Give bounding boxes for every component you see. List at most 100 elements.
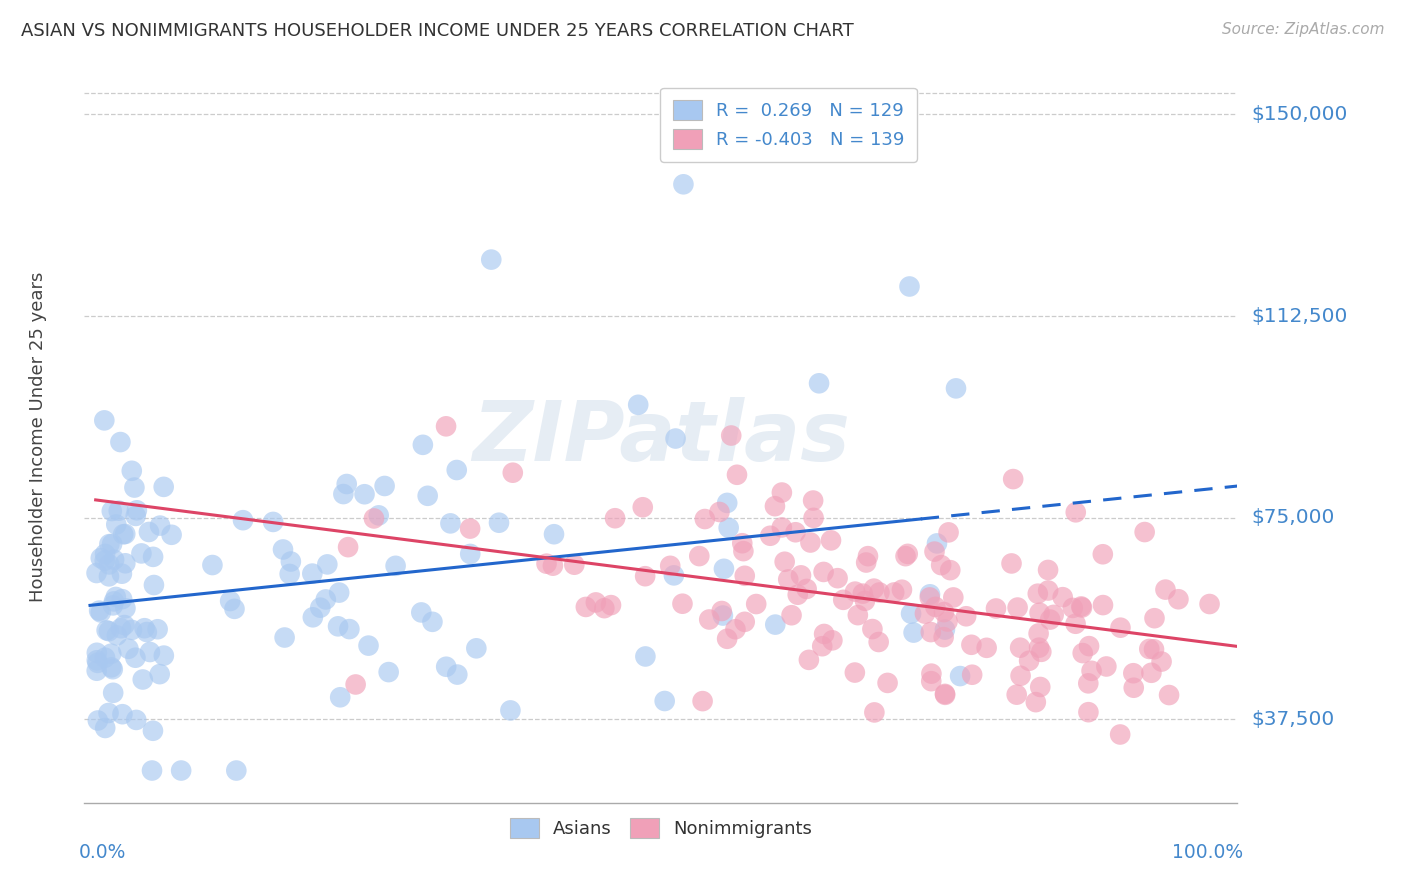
Point	[131, 546, 153, 560]
Point	[724, 622, 747, 636]
Point	[938, 525, 960, 540]
Point	[141, 764, 163, 778]
Point	[634, 569, 657, 583]
Point	[945, 381, 967, 395]
Point	[939, 563, 962, 577]
Point	[1157, 688, 1180, 702]
Point	[925, 536, 948, 550]
Point	[654, 694, 676, 708]
Point	[111, 592, 134, 607]
Point	[1077, 676, 1099, 690]
Point	[1025, 695, 1047, 709]
Point	[731, 536, 754, 550]
Point	[412, 438, 434, 452]
Point	[1070, 599, 1092, 614]
Point	[103, 594, 125, 608]
Point	[1137, 642, 1160, 657]
Point	[717, 521, 740, 535]
Text: 100.0%: 100.0%	[1173, 843, 1243, 862]
Point	[827, 571, 849, 585]
Point	[134, 621, 156, 635]
Point	[502, 466, 524, 480]
Point	[149, 667, 172, 681]
Point	[932, 605, 955, 619]
Point	[1122, 681, 1144, 695]
Point	[329, 690, 352, 705]
Point	[852, 586, 875, 600]
Point	[87, 714, 110, 728]
Text: Source: ZipAtlas.com: Source: ZipAtlas.com	[1222, 22, 1385, 37]
Point	[1133, 524, 1156, 539]
Point	[631, 500, 654, 515]
Point	[278, 566, 301, 581]
Point	[101, 537, 124, 551]
Point	[89, 604, 111, 618]
Point	[1091, 547, 1114, 561]
Point	[458, 522, 481, 536]
Point	[820, 533, 842, 548]
Point	[1071, 646, 1094, 660]
Point	[97, 624, 120, 639]
Point	[763, 499, 786, 513]
Point	[117, 641, 139, 656]
Point	[446, 463, 468, 477]
Point	[273, 631, 295, 645]
Point	[960, 638, 983, 652]
Point	[894, 549, 917, 563]
Point	[796, 582, 818, 596]
Point	[897, 547, 920, 561]
Point	[1005, 688, 1028, 702]
Point	[86, 566, 108, 580]
Text: ZIPatlas: ZIPatlas	[472, 397, 849, 477]
Point	[808, 376, 831, 391]
Point	[1028, 640, 1050, 655]
Point	[96, 624, 118, 638]
Point	[86, 656, 108, 670]
Point	[232, 513, 254, 527]
Point	[949, 669, 972, 683]
Point	[411, 606, 433, 620]
Point	[846, 608, 869, 623]
Point	[562, 558, 585, 572]
Point	[100, 647, 122, 661]
Point	[575, 599, 598, 614]
Point	[326, 619, 349, 633]
Point	[659, 558, 682, 573]
Point	[160, 528, 183, 542]
Point	[876, 676, 898, 690]
Point	[773, 555, 796, 569]
Point	[868, 585, 890, 599]
Point	[142, 549, 165, 564]
Point	[104, 590, 127, 604]
Point	[734, 569, 756, 583]
Point	[328, 585, 350, 599]
Point	[1010, 669, 1032, 683]
Point	[1064, 616, 1087, 631]
Point	[898, 279, 921, 293]
Text: ASIAN VS NONIMMIGRANTS HOUSEHOLDER INCOME UNDER 25 YEARS CORRELATION CHART: ASIAN VS NONIMMIGRANTS HOUSEHOLDER INCOM…	[21, 22, 853, 40]
Point	[416, 489, 439, 503]
Point	[105, 628, 128, 642]
Point	[934, 687, 956, 701]
Point	[920, 666, 942, 681]
Text: $112,500: $112,500	[1251, 307, 1347, 326]
Point	[924, 599, 946, 614]
Point	[124, 650, 146, 665]
Point	[600, 598, 623, 612]
Point	[1064, 505, 1087, 519]
Point	[855, 556, 877, 570]
Point	[98, 558, 121, 572]
Point	[821, 633, 844, 648]
Text: 0.0%: 0.0%	[79, 843, 127, 862]
Point	[536, 557, 558, 571]
Point	[813, 565, 835, 579]
Point	[121, 623, 143, 637]
Point	[280, 555, 302, 569]
Point	[627, 398, 650, 412]
Point	[860, 622, 883, 636]
Point	[488, 516, 510, 530]
Point	[94, 547, 117, 561]
Point	[785, 525, 807, 540]
Point	[780, 608, 803, 623]
Point	[813, 627, 835, 641]
